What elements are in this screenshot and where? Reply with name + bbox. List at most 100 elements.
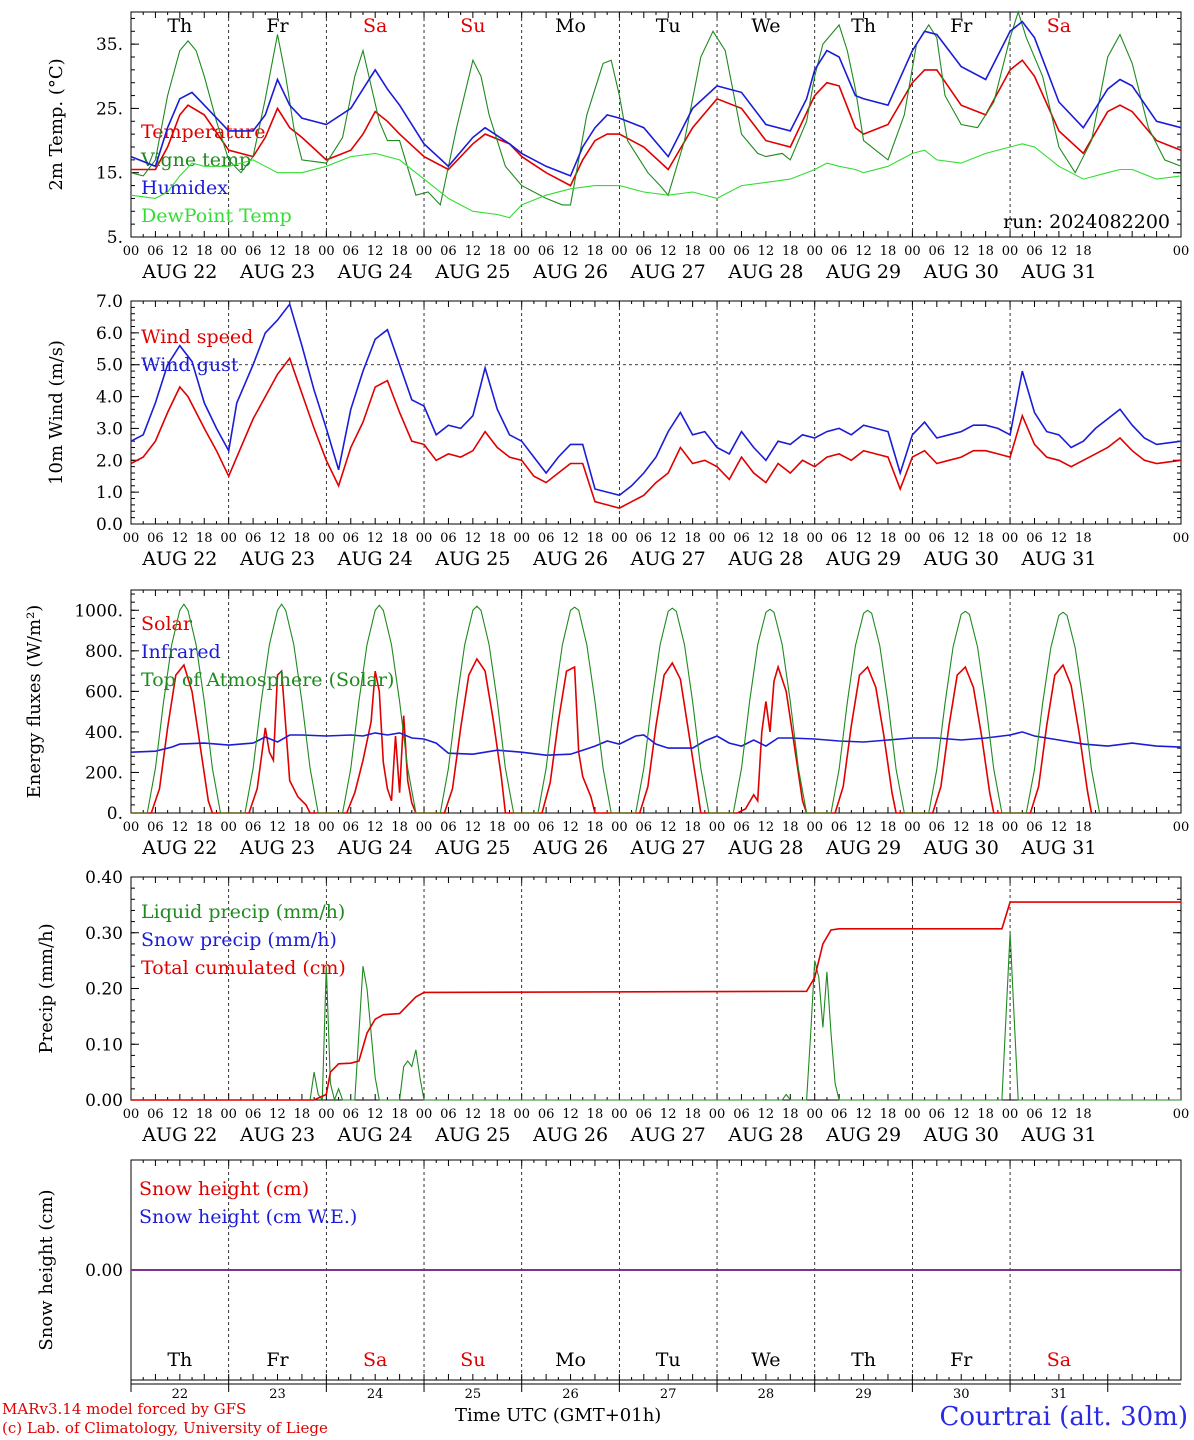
hour-label: 12 [465,244,482,259]
hour-label: 18 [1075,531,1092,546]
hour-label: 06 [831,1107,848,1122]
hour-label: 12 [367,1107,384,1122]
run-annotation: run: 2024082200 [1003,211,1170,233]
hour-label: 00 [1173,820,1190,835]
date-label: AUG 27 [630,1124,706,1146]
date-label: AUG 28 [727,261,803,283]
date-label: AUG 28 [727,837,803,859]
hour-label: 18 [587,820,604,835]
hour-label: 12 [758,244,775,259]
hour-label: 12 [855,820,872,835]
y-tick-label: 0.00 [85,1261,123,1281]
hour-label: 12 [562,820,579,835]
hour-label: 00 [513,244,530,259]
legend-entry: Vigne temp [140,149,251,171]
hour-label: 18 [391,820,408,835]
date-label: AUG 23 [239,261,315,283]
y-axis-label: 10m Wind (m/s) [46,340,67,485]
y-tick-label: 200. [85,763,123,783]
hour-label: 00 [1002,244,1019,259]
legend-entry: Snow height (cm W.E.) [139,1206,357,1228]
y-axis-label: Precip (mm/h) [36,923,57,1053]
day-number: 27 [660,1387,677,1402]
date-label: AUG 29 [825,261,901,283]
y-tick-label: 800. [85,642,123,662]
legend-entry: Wind gust [141,354,239,376]
hour-label: 18 [1075,820,1092,835]
hour-label: 12 [465,531,482,546]
hour-label: 18 [782,1107,799,1122]
hour-label: 00 [416,1107,433,1122]
hour-label: 06 [342,820,359,835]
hour-label: 06 [245,820,262,835]
hour-label: 18 [977,820,994,835]
hour-label: 06 [440,820,457,835]
hour-label: 00 [806,244,823,259]
y-tick-label: 0.30 [85,924,123,944]
hour-label: 18 [880,244,897,259]
hour-label: 00 [904,820,921,835]
hour-label: 06 [342,244,359,259]
credit-line-model: MARv3.14 model forced by GFS [2,1400,247,1418]
y-tick-label: 35. [96,35,123,55]
hour-label: 00 [416,531,433,546]
series-line-wind-speed [130,356,1182,509]
hour-label: 00 [806,531,823,546]
hour-label: 18 [489,531,506,546]
hour-label: 00 [904,531,921,546]
hour-label: 00 [709,244,726,259]
hour-label: 00 [611,244,628,259]
hour-label: 12 [562,244,579,259]
y-tick-label: 0.10 [85,1035,123,1055]
hour-label: 12 [465,1107,482,1122]
date-label: AUG 30 [923,548,999,570]
hour-label: 12 [1051,244,1068,259]
hour-label: 00 [806,820,823,835]
hour-label: 12 [953,820,970,835]
legend-entry: Wind speed [141,326,253,348]
date-label: AUG 25 [434,837,510,859]
y-tick-label: 0.0 [96,515,123,535]
hour-label: 06 [733,244,750,259]
hour-label: 18 [684,1107,701,1122]
hour-label: 18 [196,820,213,835]
day-number: 30 [953,1387,970,1402]
date-label: AUG 25 [434,261,510,283]
hour-label: 06 [147,820,164,835]
legend-entry: Top of Atmosphere (Solar) [141,669,394,691]
series-line-dewpoint-temp [130,143,1182,219]
hour-label: 00 [318,1107,335,1122]
hour-label: 06 [929,244,946,259]
y-axis-label: Snow height (cm) [36,1189,57,1350]
date-label: AUG 25 [434,1124,510,1146]
hour-label: 00 [123,820,140,835]
hour-label: 00 [611,531,628,546]
hour-label: 18 [196,531,213,546]
y-tick-label: 5. [107,228,123,248]
y-tick-label: 0. [107,804,123,824]
hour-label: 06 [147,1107,164,1122]
y-axis-label: Energy fluxes (W/m²) [24,605,45,799]
date-label: AUG 27 [630,548,706,570]
hour-label: 12 [562,1107,579,1122]
y-tick-label: 5.0 [96,356,123,376]
credit-line-lab: (c) Lab. of Climatology, University of L… [2,1419,328,1437]
hour-label: 18 [782,531,799,546]
date-label: AUG 23 [239,837,315,859]
date-label: AUG 27 [630,261,706,283]
hour-label: 18 [977,1107,994,1122]
hour-label: 12 [758,1107,775,1122]
hour-label: 12 [1051,1107,1068,1122]
hour-label: 00 [806,1107,823,1122]
day-name-bottom: Th [851,1349,876,1371]
date-label: AUG 22 [141,837,217,859]
day-number: 31 [1051,1387,1068,1402]
hour-label: 00 [220,244,237,259]
hour-label: 12 [172,1107,189,1122]
hour-label: 12 [172,244,189,259]
hour-label: 06 [245,1107,262,1122]
date-label: AUG 24 [337,1124,413,1146]
hour-label: 12 [465,820,482,835]
legend-entry: Snow height (cm) [139,1178,309,1200]
y-tick-label: 0.00 [85,1091,123,1111]
